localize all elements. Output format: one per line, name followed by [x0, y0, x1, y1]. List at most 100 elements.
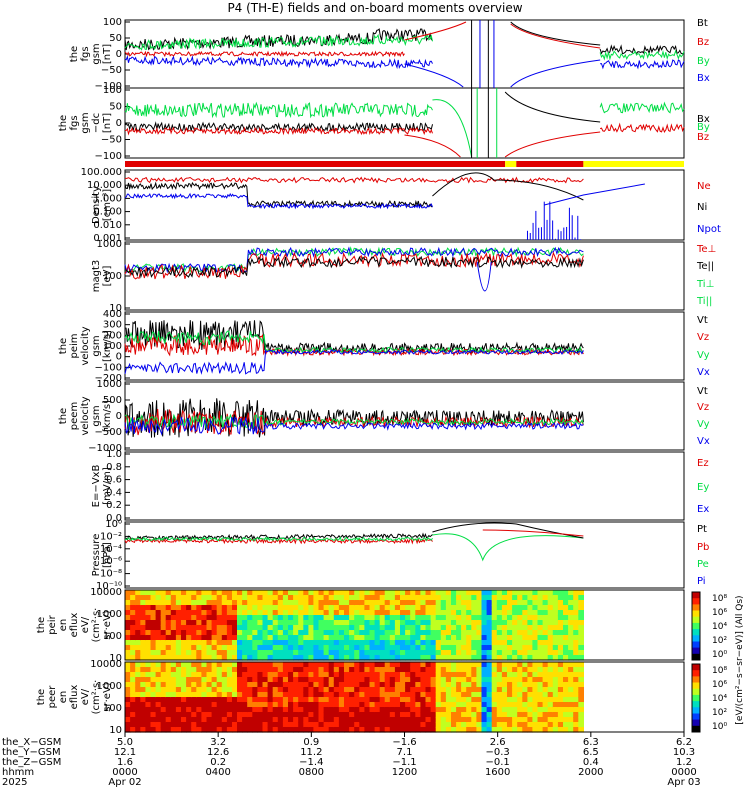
peir-spectrogram-cell — [288, 590, 294, 596]
peir-spectrogram-cell — [308, 600, 315, 606]
peir-spectrogram-cell — [400, 600, 406, 606]
peir-spectrogram-cell — [140, 615, 146, 621]
xaxis-row-label-4: 2025 — [2, 777, 27, 788]
peir-spectrogram-cell — [170, 650, 177, 656]
peer-spectrogram-cell — [206, 672, 213, 678]
peir-spectrogram-cell — [201, 615, 208, 621]
peir-spectrogram-cell — [165, 615, 172, 621]
peer-spectrogram-cell — [486, 677, 493, 683]
peir-spectrogram-cell — [216, 640, 223, 646]
peer-spectrogram-cell — [237, 672, 243, 678]
peer-spectrogram-cell — [537, 682, 544, 688]
peir-spectrogram-cell — [405, 610, 411, 616]
peir-spectrogram-cell — [293, 600, 299, 606]
peer-spectrogram-cell — [517, 717, 523, 723]
peer-spectrogram-cell — [532, 667, 539, 673]
peer-spectrogram-cell — [456, 702, 462, 708]
peir-spectrogram-cell — [501, 595, 508, 601]
peir-spectrogram-cell — [405, 605, 411, 611]
peir-spectrogram-cell — [578, 600, 584, 606]
peir-spectrogram-cell — [364, 625, 371, 631]
peer-spectrogram-cell — [338, 662, 345, 668]
peer-spectrogram-cell — [445, 692, 452, 698]
peir-spectrogram-cell — [563, 605, 569, 611]
peir-spectrogram-cell — [191, 635, 197, 641]
peer-spectrogram-cell — [303, 682, 309, 688]
peer-spectrogram-cell — [451, 667, 457, 673]
peir-spectrogram-cell — [328, 590, 335, 596]
peer-spectrogram-cell — [262, 687, 269, 693]
peer-spectrogram-cell — [145, 662, 152, 668]
peer-spectrogram-cell — [135, 697, 141, 703]
peer-spectrogram-cell — [344, 727, 350, 733]
peer-spectrogram-cell — [507, 662, 513, 668]
peer-spectrogram-cell — [364, 727, 371, 733]
peir-spectrogram-cell — [384, 600, 391, 606]
peir-spectrogram-cell — [252, 640, 258, 646]
peir-spectrogram-cell — [369, 590, 376, 596]
peer-spectrogram-cell — [288, 667, 294, 673]
legend-fgs-gsm-3: Bx — [697, 73, 710, 84]
peer-spectrogram-cell — [140, 677, 146, 683]
pt-trace — [124, 532, 433, 542]
peer-spectrogram-cell — [369, 722, 376, 728]
peer-spectrogram-cell — [405, 692, 411, 698]
peir-spectrogram-cell — [517, 610, 523, 616]
peir-spectrogram-cell — [552, 630, 559, 636]
peer-spectrogram-cell — [328, 682, 335, 688]
peer-spectrogram-cell — [354, 717, 360, 723]
peir-spectrogram-cell — [130, 595, 136, 601]
peir-spectrogram-cell — [557, 645, 564, 651]
peir-spectrogram-cell — [486, 640, 493, 646]
peer-spectrogram-cell — [507, 682, 513, 688]
peer-spectrogram-cell — [517, 677, 523, 683]
peer-spectrogram-cell — [405, 672, 411, 678]
peer-spectrogram-cell — [374, 727, 381, 733]
peir-spectrogram-cell — [420, 655, 427, 661]
peer-spectrogram-cell — [466, 707, 472, 713]
peer-spectrogram-cell — [440, 667, 447, 673]
peir-spectrogram-cell — [344, 620, 350, 626]
peer-spectrogram-cell — [277, 712, 284, 718]
peir-spectrogram-cell — [267, 590, 274, 596]
peer-spectrogram-cell — [308, 727, 315, 733]
peer-spectrogram-cell — [196, 722, 202, 728]
peir-spectrogram-cell — [379, 610, 386, 616]
peir-spectrogram-cell — [308, 645, 315, 651]
peir-spectrogram-cell — [466, 625, 472, 631]
peir-spectrogram-cell — [130, 600, 136, 606]
peir-spectrogram-cell — [298, 640, 304, 646]
peir-spectrogram-cell — [420, 610, 427, 616]
xlabel-date-6: Apr 03 — [667, 777, 700, 788]
peir-spectrogram-cell — [507, 615, 513, 621]
peir-spectrogram-cell — [374, 590, 381, 596]
peir-spectrogram-cell — [461, 635, 467, 641]
peer-spectrogram-cell — [277, 687, 284, 693]
peer-spectrogram-cell — [328, 677, 335, 683]
peer-spectrogram-cell — [313, 672, 320, 678]
peer-spectrogram-cell — [573, 687, 579, 693]
peer-spectrogram-cell — [186, 662, 192, 668]
peir-spectrogram-cell — [405, 620, 411, 626]
peir-spectrogram-cell — [451, 590, 457, 596]
peir-spectrogram-cell — [389, 630, 396, 636]
peir-spectrogram-cell — [262, 650, 269, 656]
peir-spectrogram-cell — [466, 590, 472, 596]
peir-spectrogram-cell — [491, 605, 498, 611]
peer-spectrogram-cell — [175, 697, 182, 703]
peir-spectrogram-cell — [389, 610, 396, 616]
peir-spectrogram-cell — [165, 600, 172, 606]
peer-spectrogram-cell — [226, 717, 233, 723]
peir-spectrogram-cell — [160, 615, 167, 621]
peir-spectrogram-cell — [135, 595, 141, 601]
ytick-efield-5: 0.0 — [106, 513, 122, 524]
peer-spectrogram-cell — [181, 707, 187, 713]
peer-spectrogram-cell — [415, 722, 421, 728]
peer-spectrogram-cell — [461, 717, 467, 723]
peer-spectrogram-cell — [491, 667, 498, 673]
peir-spectrogram-cell — [445, 595, 452, 601]
ytick-efield-3: 0.4 — [106, 487, 122, 498]
peer-spectrogram-cell — [191, 722, 197, 728]
peer-spectrogram-cell — [466, 717, 472, 723]
peir-spectrogram-cell — [257, 595, 264, 601]
